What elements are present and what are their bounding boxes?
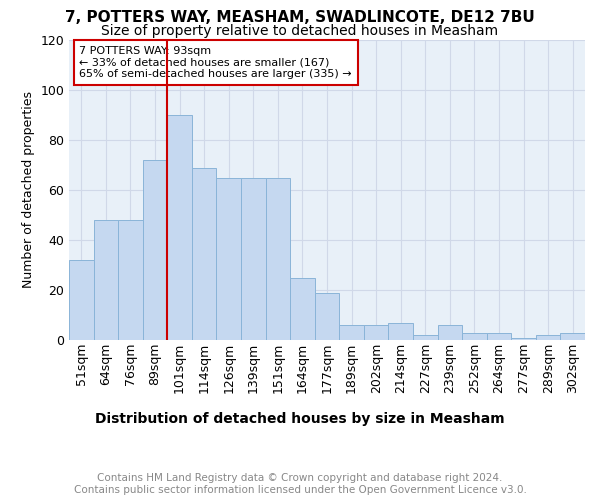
Bar xyxy=(511,338,536,340)
Bar xyxy=(69,260,94,340)
Bar xyxy=(413,335,437,340)
Bar xyxy=(143,160,167,340)
Bar xyxy=(315,292,339,340)
Bar xyxy=(388,322,413,340)
Text: Size of property relative to detached houses in Measham: Size of property relative to detached ho… xyxy=(101,24,499,38)
Bar xyxy=(217,178,241,340)
Bar xyxy=(487,332,511,340)
Bar xyxy=(462,332,487,340)
Bar xyxy=(364,325,388,340)
Text: Distribution of detached houses by size in Measham: Distribution of detached houses by size … xyxy=(95,412,505,426)
Bar xyxy=(192,168,217,340)
Bar xyxy=(241,178,266,340)
Bar xyxy=(290,278,315,340)
Bar xyxy=(437,325,462,340)
Text: 7 POTTERS WAY: 93sqm
← 33% of detached houses are smaller (167)
65% of semi-deta: 7 POTTERS WAY: 93sqm ← 33% of detached h… xyxy=(79,46,352,79)
Y-axis label: Number of detached properties: Number of detached properties xyxy=(22,92,35,288)
Bar xyxy=(536,335,560,340)
Text: 7, POTTERS WAY, MEASHAM, SWADLINCOTE, DE12 7BU: 7, POTTERS WAY, MEASHAM, SWADLINCOTE, DE… xyxy=(65,10,535,25)
Bar xyxy=(167,115,192,340)
Bar xyxy=(266,178,290,340)
Bar xyxy=(339,325,364,340)
Text: Contains HM Land Registry data © Crown copyright and database right 2024.
Contai: Contains HM Land Registry data © Crown c… xyxy=(74,474,526,495)
Bar xyxy=(118,220,143,340)
Bar xyxy=(560,332,585,340)
Bar xyxy=(94,220,118,340)
